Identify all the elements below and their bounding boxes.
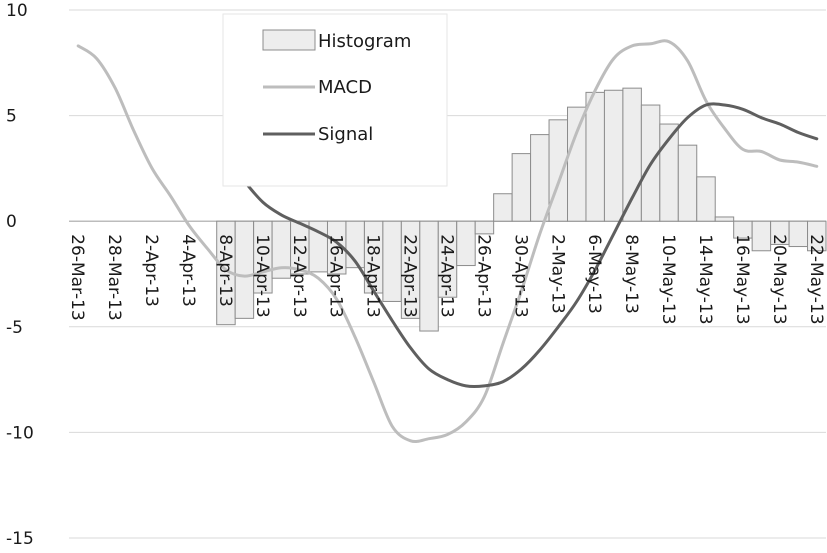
histogram-bars — [216, 87, 827, 332]
x-tick-label: 2-May-13 — [547, 234, 567, 314]
histogram-bar — [585, 91, 605, 222]
line-series — [76, 39, 819, 444]
histogram-bar — [530, 134, 550, 222]
histogram-bar — [622, 87, 642, 222]
x-tick-label: 24-Apr-13 — [437, 234, 457, 317]
x-tick-label: 8-May-13 — [621, 234, 641, 314]
histogram-bar — [714, 216, 735, 222]
histogram-bar — [234, 220, 255, 319]
y-axis-ticks: -15 -10 -5 0 5 10 — [6, 1, 34, 549]
y-tick-label: 5 — [6, 107, 17, 127]
x-tick-label: 22-Apr-13 — [400, 234, 420, 317]
histogram-bar — [603, 89, 624, 222]
histogram-bar — [548, 119, 569, 222]
histogram-bar — [788, 220, 809, 248]
histogram-bar — [677, 144, 698, 222]
macd-line — [76, 39, 819, 444]
x-tick-label: 18-Apr-13 — [363, 234, 383, 317]
y-tick-label: 10 — [6, 1, 28, 21]
histogram-bar — [456, 220, 476, 267]
histogram-bar — [511, 153, 532, 222]
x-tick-label: 26-Apr-13 — [473, 234, 493, 317]
legend-label-histogram: Histogram — [318, 31, 411, 52]
x-tick-label: 22-May-13 — [806, 234, 826, 324]
y-tick-label: -5 — [6, 318, 23, 338]
histogram-bar — [696, 176, 716, 222]
x-tick-label: 14-May-13 — [695, 234, 715, 324]
legend-label-signal: Signal — [318, 124, 373, 145]
histogram-bar — [807, 220, 827, 252]
y-tick-label: -10 — [6, 423, 34, 443]
x-tick-label: 10-Apr-13 — [252, 234, 272, 317]
x-tick-label: 28-Mar-13 — [104, 234, 124, 321]
x-tick-label: 12-Apr-13 — [289, 234, 309, 317]
legend: Histogram MACD Signal — [222, 13, 448, 187]
y-tick-label: -15 — [6, 529, 34, 549]
x-tick-label: 6-May-13 — [584, 234, 604, 314]
x-tick-label: 30-Apr-13 — [510, 234, 530, 317]
histogram-bar — [751, 220, 772, 252]
x-tick-label: 16-Apr-13 — [326, 234, 346, 317]
histogram-bar — [474, 220, 495, 235]
histogram-bar — [567, 106, 587, 222]
x-tick-label: 4-Apr-13 — [178, 234, 198, 307]
x-tick-label: 16-May-13 — [732, 234, 752, 324]
histogram-bar — [382, 220, 402, 302]
x-tick-label: 8-Apr-13 — [215, 234, 235, 307]
x-tick-label: 2-Apr-13 — [141, 234, 161, 307]
x-tick-label: 10-May-13 — [658, 234, 678, 324]
x-tick-label: 20-May-13 — [769, 234, 789, 324]
signal-line — [224, 102, 819, 389]
histogram-bar — [419, 220, 439, 332]
legend-label-macd: MACD — [318, 77, 372, 98]
legend-box — [222, 13, 448, 187]
histogram-bar — [493, 193, 513, 222]
x-tick-label: 26-Mar-13 — [67, 234, 87, 321]
y-tick-label: 0 — [6, 212, 17, 232]
legend-swatch-histogram — [262, 29, 316, 51]
x-axis-ticks: 26-Mar-13 28-Mar-13 2-Apr-13 4-Apr-13 8-Apr-… — [67, 234, 826, 324]
